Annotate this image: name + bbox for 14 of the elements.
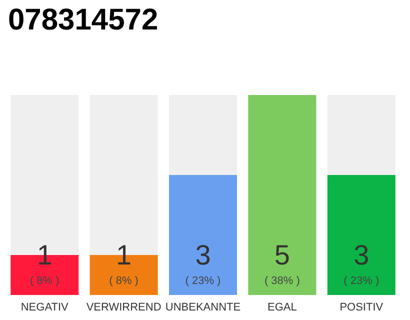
x-tick-label: UNBEKANNTE: [165, 302, 241, 314]
data-label: 5: [274, 240, 290, 270]
x-tick-label: VERWIRREND: [86, 302, 162, 314]
annotation: ( 38% ): [264, 275, 300, 287]
x-tick-label: POSITIV: [340, 302, 384, 314]
data-label: 3: [195, 240, 211, 270]
annotation: ( 8% ): [30, 275, 60, 287]
chart-title: 078314572: [8, 4, 158, 36]
annotation: ( 8% ): [109, 275, 138, 287]
data-label: 3: [354, 240, 370, 270]
annotation: ( 23% ): [344, 275, 380, 287]
x-tick-label: NEGATIV: [20, 302, 69, 314]
annotation: ( 23% ): [185, 275, 221, 287]
x-tick-label: EGAL: [268, 302, 297, 314]
